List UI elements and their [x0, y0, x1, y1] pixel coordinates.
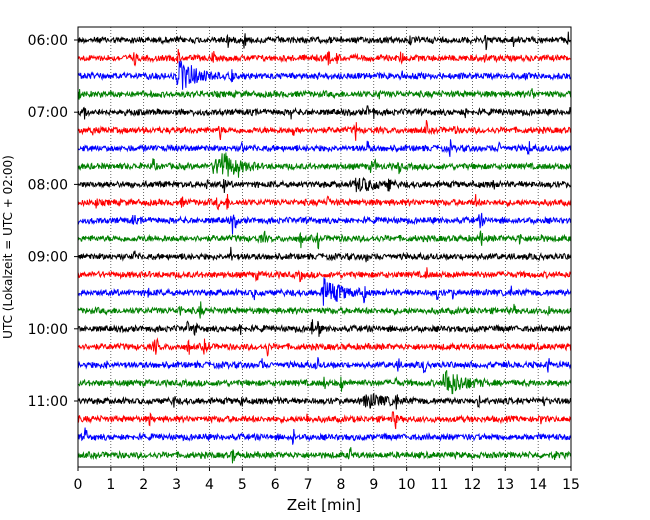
x-tick-label: 9 — [369, 477, 378, 493]
trace-row-18 — [77, 357, 572, 374]
trace-row-6 — [77, 139, 572, 157]
trace-row-2 — [77, 60, 572, 90]
seismic-traces — [77, 31, 572, 464]
plot-frame — [77, 26, 572, 468]
trace-row-15 — [77, 301, 572, 319]
y-tick-label: 10:00 — [28, 322, 68, 338]
trace-row-0 — [77, 31, 572, 51]
trace-row-21 — [77, 411, 572, 430]
trace-row-17 — [77, 337, 572, 357]
y-tick-label: 07:00 — [28, 105, 68, 121]
x-tick-label: 15 — [562, 477, 580, 493]
grid-lines — [110, 27, 539, 467]
y-tick-label: 11:00 — [28, 394, 68, 410]
x-tick-label: 0 — [74, 477, 83, 493]
x-axis-ticks: 0 1 2 3 4 5 6 7 8 9 10 11 12 13 14 15 — [74, 467, 580, 493]
trace-row-11 — [77, 230, 572, 250]
trace-row-4 — [77, 105, 572, 120]
trace-row-8 — [77, 176, 572, 194]
x-tick-label: 2 — [139, 477, 148, 493]
x-tick-label: 7 — [304, 477, 313, 493]
x-tick-label: 13 — [496, 477, 514, 493]
trace-row-5 — [77, 119, 572, 141]
trace-row-13 — [77, 267, 572, 283]
y-tick-label: 08:00 — [28, 177, 68, 193]
trace-row-19 — [77, 370, 572, 395]
x-tick-label: 6 — [271, 477, 280, 493]
trace-row-7 — [78, 152, 572, 178]
trace-row-22 — [77, 427, 572, 445]
x-axis-label: Zeit [min] — [287, 496, 361, 514]
x-tick-label: 11 — [431, 477, 449, 493]
x-tick-label: 12 — [463, 477, 481, 493]
trace-row-9 — [77, 193, 572, 211]
trace-row-3 — [77, 88, 572, 100]
x-tick-label: 4 — [205, 477, 214, 493]
x-tick-label: 10 — [398, 477, 416, 493]
x-tick-label: 3 — [172, 477, 181, 493]
trace-row-14 — [77, 277, 572, 306]
y-tick-label: 09:00 — [28, 250, 68, 266]
x-tick-label: 1 — [106, 477, 115, 493]
y-axis-ticks: 06:00 07:00 08:00 09:00 10:00 11:00 — [28, 33, 78, 410]
x-tick-label: 8 — [336, 477, 345, 493]
trace-row-1 — [77, 49, 572, 67]
trace-row-10 — [77, 212, 572, 235]
y-tick-label: 06:00 — [28, 33, 68, 49]
trace-row-12 — [77, 246, 572, 263]
y-axis-label: UTC (Lokalzeit = UTC + 02:00) — [1, 155, 15, 339]
trace-row-23 — [77, 447, 572, 464]
x-tick-label: 5 — [238, 477, 247, 493]
trace-row-20 — [77, 392, 572, 410]
x-tick-label: 14 — [529, 477, 547, 493]
trace-row-16 — [77, 319, 572, 337]
